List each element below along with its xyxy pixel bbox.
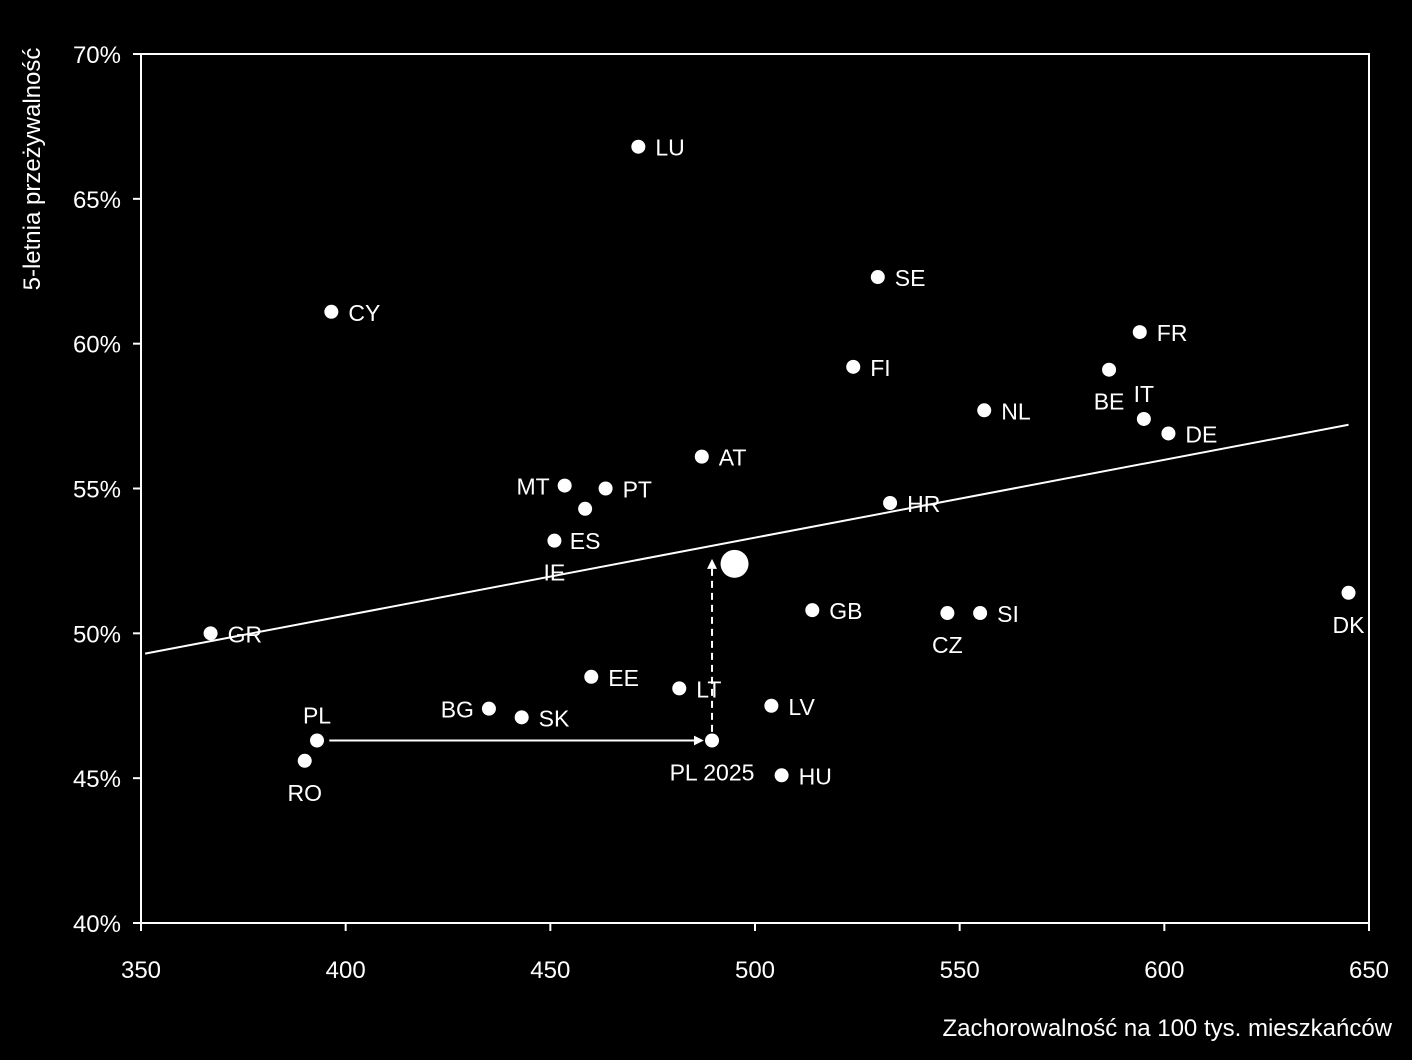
point-label: CY [348,300,380,326]
y-tick-label: 45% [73,766,121,793]
data-point [584,669,599,684]
point-label: PT [623,477,652,503]
x-tick-label: 550 [940,957,980,984]
data-point [940,606,955,621]
point-label: ES [570,528,601,554]
y-tick-label: 65% [73,187,121,214]
plot-frame [140,53,1370,924]
x-tick-label: 600 [1144,957,1184,984]
data-point [1136,411,1151,426]
points-group [203,139,1356,783]
point-label: HR [907,491,940,517]
data-point [774,768,789,783]
point-label: BG [441,697,474,723]
data-point [514,710,529,725]
trendline-group [144,423,1349,655]
x-tick-label: 350 [121,957,161,984]
point-label: IE [544,560,566,586]
data-point [297,753,312,768]
point-label: SI [997,601,1019,627]
x-tick-label: 450 [530,957,570,984]
point-label: AT [719,445,747,471]
y-tick-label: 70% [73,42,121,69]
y-tick-label: 60% [73,332,121,359]
data-point [631,139,646,154]
data-point [203,626,218,641]
data-point [1341,585,1356,600]
point-label: MT [516,474,549,500]
point-label: LV [788,694,815,720]
point-label: RO [287,780,322,806]
point-label: NL [1001,398,1031,424]
point-label: DK [1333,612,1366,638]
y-tick-label: 50% [73,621,121,648]
point-label: CZ [932,632,963,658]
y-axis-title: 5-letnia przeżywalność [19,48,46,291]
data-point [1102,362,1117,377]
point-label: FR [1157,320,1188,346]
point-label: GR [228,621,263,647]
data-point [973,606,988,621]
data-point [310,733,325,748]
point-label: LT [696,676,721,702]
data-point [1161,426,1176,441]
point-label: SK [539,705,570,731]
y-tick-label: 40% [73,911,121,938]
data-point [324,304,339,319]
data-point [557,478,572,493]
data-point [977,403,992,418]
x-tick-label: 500 [735,957,775,984]
data-point [598,481,613,496]
data-point [764,698,779,713]
trendline [144,423,1349,655]
point-label: EE [608,665,639,691]
data-point [694,449,709,464]
x-tick-label: 650 [1349,957,1389,984]
arrows-group [329,558,718,746]
point-label: PL 2025 [670,760,755,786]
y-tick-label: 55% [73,477,121,504]
data-point [846,359,861,374]
point-label: PL [303,703,331,729]
point-label: IT [1134,381,1154,407]
data-point [547,533,562,548]
point-label: LU [655,135,684,161]
data-point [672,681,687,696]
data-point [578,501,593,516]
point-label: HU [799,763,832,789]
data-point [1132,325,1147,340]
x-axis-title: Zachorowalność na 100 tys. mieszkańców [942,1015,1392,1042]
point-label: SE [895,265,926,291]
data-point [481,701,496,716]
data-point [805,603,820,618]
point-label: DE [1185,421,1217,447]
data-point [870,270,885,285]
point-label: GB [829,598,862,624]
point-label: FI [870,355,890,381]
highlight-point [720,549,749,578]
data-point [705,733,720,748]
data-point [883,495,898,510]
plot-area: 350 400 450 500 550 600 650 40% 45% 50% 55% 60% 65% 7… [73,42,1389,984]
point-label: BE [1094,389,1125,415]
x-tick-label: 400 [326,957,366,984]
